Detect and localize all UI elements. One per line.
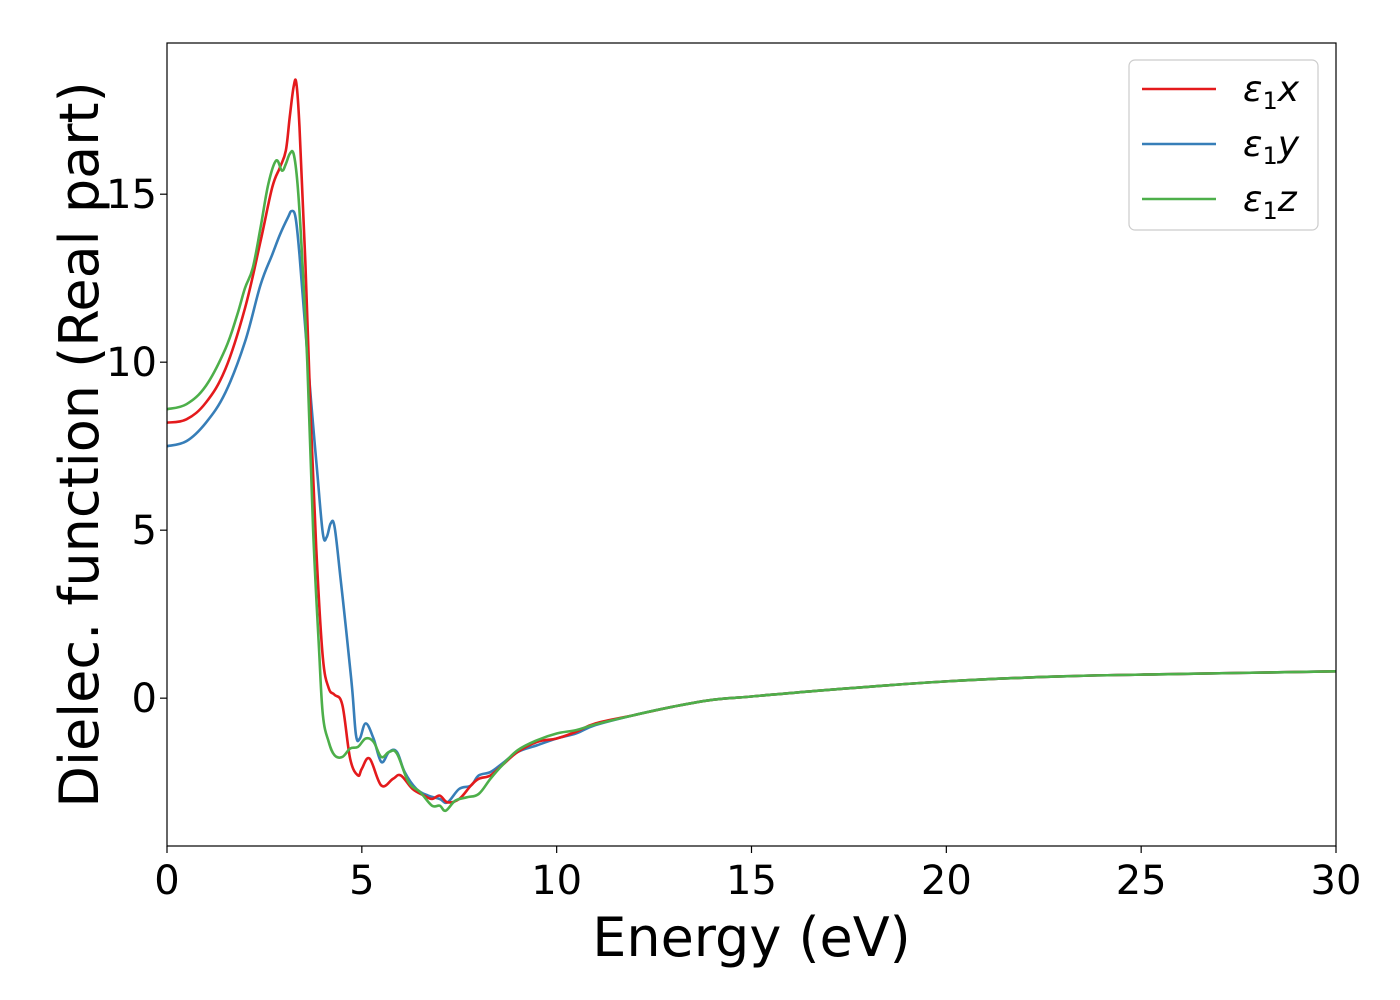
legend-frame <box>1128 59 1319 231</box>
legend-label-y: ε1y <box>1243 124 1300 170</box>
y-axis-label: Dielec. function (Real part) <box>48 81 111 807</box>
y-tick-label: 15 <box>106 172 157 218</box>
x-tick-label: 10 <box>531 858 582 904</box>
x-tick-label: 30 <box>1311 858 1362 904</box>
x-tick-label: 25 <box>1116 858 1167 904</box>
x-tick-label: 0 <box>154 858 179 904</box>
x-tick-label: 15 <box>726 858 777 904</box>
legend-label-x: ε1x <box>1243 69 1300 115</box>
y-tick-label: 0 <box>132 676 157 722</box>
y-tick-label: 10 <box>106 340 157 386</box>
y-tick-label: 5 <box>132 508 157 554</box>
x-tick-label: 5 <box>349 858 374 904</box>
x-axis-label: Energy (eV) <box>592 906 911 969</box>
x-tick-label: 20 <box>921 858 972 904</box>
series-line-z <box>167 149 1336 813</box>
legend: ε1x ε1y ε1z <box>1128 59 1319 231</box>
series-layer <box>167 78 1336 813</box>
legend-label-z: ε1z <box>1243 179 1298 225</box>
ticks-layer: 0 5 10 15 20 25 30 0 5 10 15 <box>106 172 1361 904</box>
